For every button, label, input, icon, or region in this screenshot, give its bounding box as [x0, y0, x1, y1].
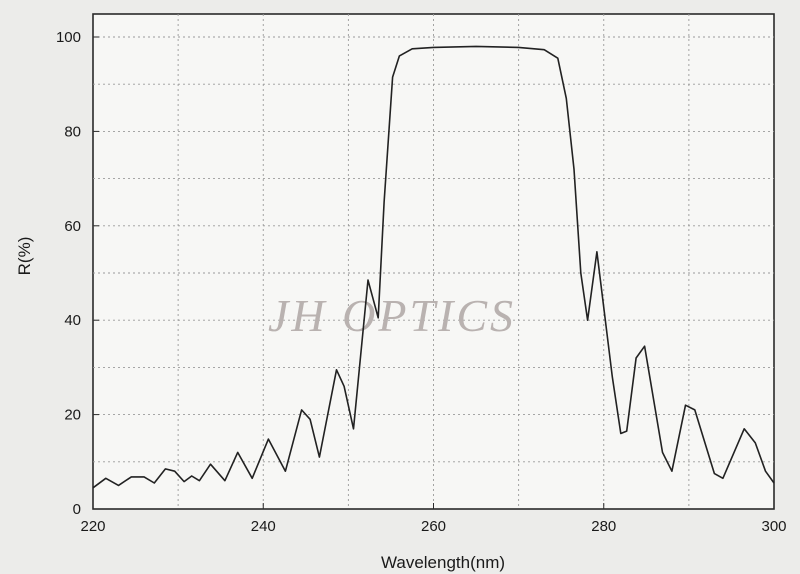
y-tick-label: 20 — [64, 407, 81, 424]
y-tick-label: 40 — [64, 312, 81, 329]
x-tick-label: 260 — [421, 518, 446, 535]
series-layer — [92, 45, 775, 489]
y-tick-label: 0 — [73, 501, 81, 518]
x-tick-label: 220 — [80, 518, 105, 535]
x-tick-label: 240 — [251, 518, 276, 535]
grid-lines — [93, 14, 774, 509]
x-tick-label: 300 — [761, 518, 786, 535]
axis-ticks: 220 240 260 280 300 0 20 40 60 80 100 — [56, 29, 787, 535]
watermark-text: JH OPTICS — [268, 290, 516, 341]
y-axis-label: R(%) — [15, 237, 34, 276]
y-tick-label: 60 — [64, 218, 81, 235]
plot-area — [92, 13, 775, 510]
reflectance-series-line — [92, 45, 775, 489]
x-tick-label: 280 — [591, 518, 616, 535]
y-tick-label: 80 — [64, 123, 81, 140]
y-tick-label: 100 — [56, 29, 81, 46]
x-axis-label: Wavelength(nm) — [381, 553, 505, 572]
